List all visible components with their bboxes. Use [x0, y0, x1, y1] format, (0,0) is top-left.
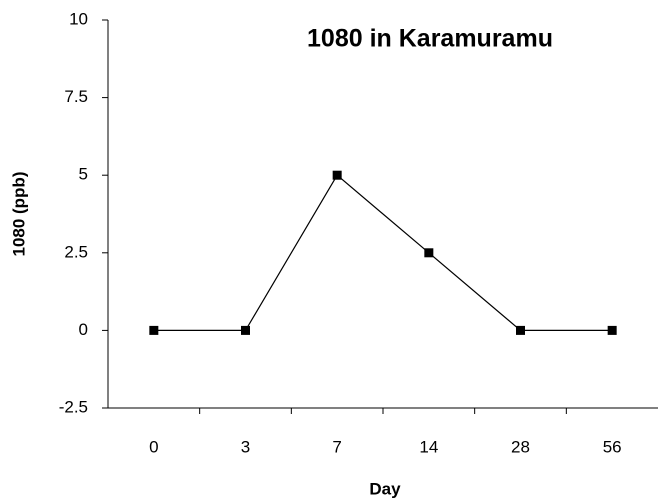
chart-title: 1080 in Karamuramu — [307, 25, 553, 53]
marker — [241, 325, 250, 335]
x-tick-label: 7 — [332, 437, 341, 456]
line — [153, 174, 613, 331]
y-tick-label: -2.5 — [59, 397, 88, 416]
y-tick-label: 5 — [79, 165, 88, 184]
marker — [332, 170, 342, 180]
x-tick-label: 0 — [149, 437, 158, 456]
y-tick-label: 0 — [79, 320, 88, 339]
marker — [149, 325, 159, 335]
marker — [607, 325, 617, 335]
x-tick-label: 14 — [419, 437, 438, 456]
x-axis-label: Day — [369, 479, 401, 498]
y-tick-label: 2.5 — [64, 242, 88, 261]
marker — [516, 325, 525, 335]
x-tick-label: 28 — [511, 437, 530, 456]
x-tick-label: 3 — [241, 437, 250, 456]
marker — [424, 248, 434, 258]
y-axis-label: 1080 (ppb) — [9, 171, 28, 256]
y-tick-label: 7.5 — [64, 87, 88, 106]
x-tick-label: 56 — [603, 437, 622, 456]
y-tick-label: 10 — [69, 9, 88, 28]
